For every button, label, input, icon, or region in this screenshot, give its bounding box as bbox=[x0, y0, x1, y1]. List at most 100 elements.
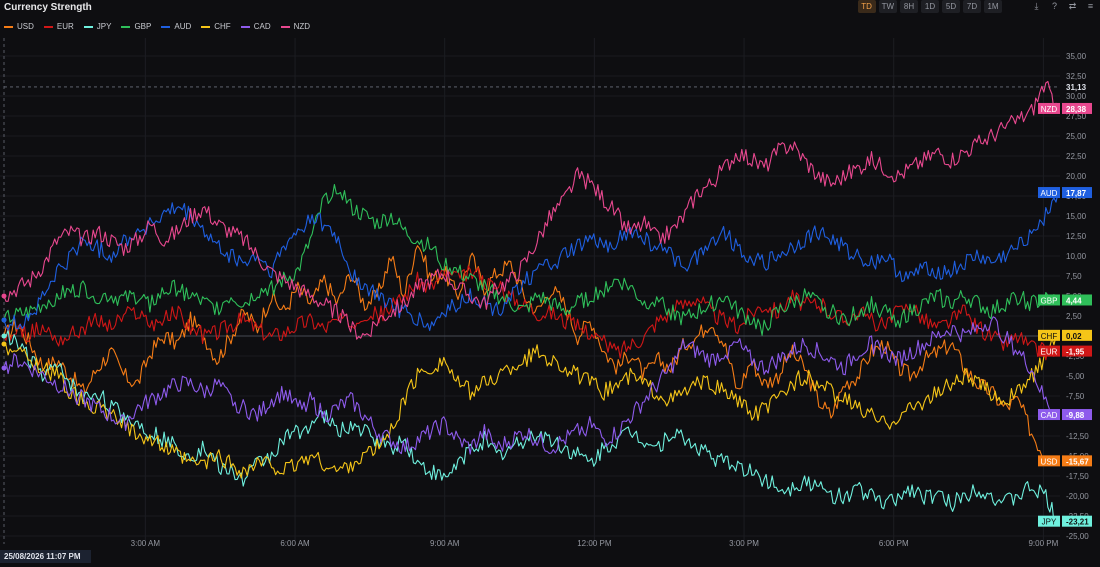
y-tick-label: 15,00 bbox=[1066, 212, 1087, 221]
page-title: Currency Strength bbox=[4, 2, 92, 13]
legend-label: AUD bbox=[174, 22, 192, 31]
end-name-tag: NZD bbox=[1041, 105, 1058, 114]
end-value-tag: -1,95 bbox=[1066, 348, 1085, 357]
end-value-tag: -9,88 bbox=[1066, 411, 1085, 420]
chart-background bbox=[0, 38, 1100, 550]
chart-legend: USD EUR JPY GBP AUD CHF CAD NZD bbox=[4, 22, 310, 31]
y-tick-label: 12,50 bbox=[1066, 232, 1087, 241]
y-tick-label: 25,00 bbox=[1066, 132, 1087, 141]
legend-item-chf[interactable]: CHF bbox=[201, 22, 231, 31]
series-start-dot bbox=[1, 333, 7, 339]
end-value-tag-bg bbox=[1062, 187, 1092, 199]
end-name-tag: USD bbox=[1041, 457, 1058, 466]
legend-swatch bbox=[121, 25, 131, 28]
legend-swatch bbox=[161, 25, 171, 28]
y-tick-label: -20,00 bbox=[1066, 492, 1089, 501]
end-value-tag-bg bbox=[1062, 102, 1092, 114]
x-tick-label: 9:00 PM bbox=[1028, 539, 1058, 548]
end-value-tag-bg bbox=[1062, 329, 1092, 341]
legend-label: NZD bbox=[293, 22, 311, 31]
end-value-tag: 28,38 bbox=[1066, 105, 1087, 114]
legend-label: USD bbox=[17, 22, 34, 31]
legend-swatch bbox=[280, 25, 290, 28]
legend-swatch bbox=[201, 25, 211, 28]
series-line-aud bbox=[3, 192, 1059, 332]
end-value-tag: 0,02 bbox=[1066, 332, 1082, 341]
end-name-tag-bg bbox=[1038, 515, 1060, 527]
legend-item-cad[interactable]: CAD bbox=[240, 22, 271, 31]
currency-strength-chart[interactable]: 35,0032,5030,0027,5025,0022,5020,0017,50… bbox=[0, 38, 1100, 550]
legend-label: JPY bbox=[96, 22, 112, 31]
legend-item-usd[interactable]: USD bbox=[4, 22, 34, 31]
legend-swatch bbox=[240, 25, 250, 28]
date-badge: 25/08/2026 11:07 PM bbox=[0, 550, 91, 563]
menu-icon[interactable]: ≡ bbox=[1087, 1, 1094, 11]
timeframe-1d[interactable]: 1D bbox=[921, 0, 939, 13]
timeframe-7d[interactable]: 7D bbox=[963, 0, 981, 13]
legend-item-nzd[interactable]: NZD bbox=[280, 22, 311, 31]
series-line-chf bbox=[3, 335, 1059, 479]
legend-item-gbp[interactable]: GBP bbox=[121, 22, 151, 31]
legend-label: CAD bbox=[253, 22, 271, 31]
y-tick-label: 35,00 bbox=[1066, 52, 1087, 61]
end-name-tag: CHF bbox=[1041, 332, 1058, 341]
legend-label: EUR bbox=[56, 22, 74, 31]
end-name-tag-bg bbox=[1038, 455, 1060, 467]
timeframe-tw[interactable]: TW bbox=[878, 0, 897, 13]
legend-item-eur[interactable]: EUR bbox=[43, 22, 74, 31]
end-name-tag: AUD bbox=[1041, 189, 1058, 198]
series-start-dot bbox=[1, 317, 7, 323]
top-bar: Currency Strength TD TW 8H 1D 5D 7D 1M ⤓ ? ⇄ ≡ bbox=[0, 0, 1100, 16]
end-value-tag-bg bbox=[1062, 409, 1092, 421]
timeframe-1m[interactable]: 1M bbox=[984, 0, 1002, 13]
end-value-tag-bg bbox=[1062, 455, 1092, 467]
y-tick-label: -17,50 bbox=[1066, 472, 1089, 481]
x-tick-label: 9:00 AM bbox=[430, 539, 460, 548]
x-tick-label: 3:00 PM bbox=[729, 539, 759, 548]
series-line-gbp bbox=[3, 183, 1059, 336]
end-name-tag: CAD bbox=[1041, 411, 1058, 420]
end-name-tag-bg bbox=[1038, 345, 1060, 357]
download-icon[interactable]: ⤓ bbox=[1034, 1, 1039, 11]
end-name-tag: GBP bbox=[1041, 296, 1058, 305]
y-tick-label: -25,00 bbox=[1066, 532, 1089, 541]
series-line-cad bbox=[3, 316, 1059, 455]
end-value-tag: 4,44 bbox=[1066, 296, 1082, 305]
y-tick-label: 32,50 bbox=[1066, 72, 1087, 81]
end-value-tag: -15,67 bbox=[1066, 457, 1089, 466]
y-tick-label: 22,50 bbox=[1066, 152, 1087, 161]
x-tick-label: 3:00 AM bbox=[131, 539, 161, 548]
y-tick-label: -12,50 bbox=[1066, 432, 1089, 441]
end-value-tag: -23,21 bbox=[1066, 518, 1089, 527]
series-start-dot bbox=[1, 293, 7, 299]
end-name-tag-bg bbox=[1038, 329, 1060, 341]
end-name-tag: EUR bbox=[1041, 348, 1058, 357]
x-tick-label: 12:00 PM bbox=[577, 539, 612, 548]
legend-swatch bbox=[4, 25, 13, 28]
legend-swatch bbox=[43, 25, 53, 28]
end-value-tag-bg bbox=[1062, 345, 1092, 357]
end-name-tag-bg bbox=[1038, 187, 1060, 199]
end-name-tag: JPY bbox=[1042, 518, 1057, 527]
legend-label: GBP bbox=[134, 22, 152, 31]
series-start-dot bbox=[1, 341, 7, 347]
crosshair-label: 31,13 bbox=[1066, 83, 1087, 92]
legend-label: CHF bbox=[214, 22, 231, 31]
settings-icon[interactable]: ⇄ bbox=[1068, 1, 1077, 11]
end-value-tag: 17,87 bbox=[1066, 189, 1087, 198]
x-tick-label: 6:00 AM bbox=[280, 539, 310, 548]
series-line-eur bbox=[3, 265, 1059, 361]
y-tick-label: 30,00 bbox=[1066, 92, 1087, 101]
series-line-nzd bbox=[3, 80, 1059, 340]
legend-swatch bbox=[83, 25, 93, 28]
timeframe-5d[interactable]: 5D bbox=[942, 0, 960, 13]
y-tick-label: 7,50 bbox=[1066, 272, 1082, 281]
legend-item-jpy[interactable]: JPY bbox=[83, 22, 112, 31]
tool-buttons: ⤓ ? ⇄ ≡ bbox=[1031, 1, 1096, 12]
end-name-tag-bg bbox=[1038, 409, 1060, 421]
timeframe-td[interactable]: TD bbox=[857, 0, 876, 13]
timeframe-8h[interactable]: 8H bbox=[900, 0, 918, 13]
help-icon[interactable]: ? bbox=[1051, 1, 1057, 11]
legend-item-aud[interactable]: AUD bbox=[161, 22, 191, 31]
series-line-usd bbox=[3, 245, 1059, 466]
